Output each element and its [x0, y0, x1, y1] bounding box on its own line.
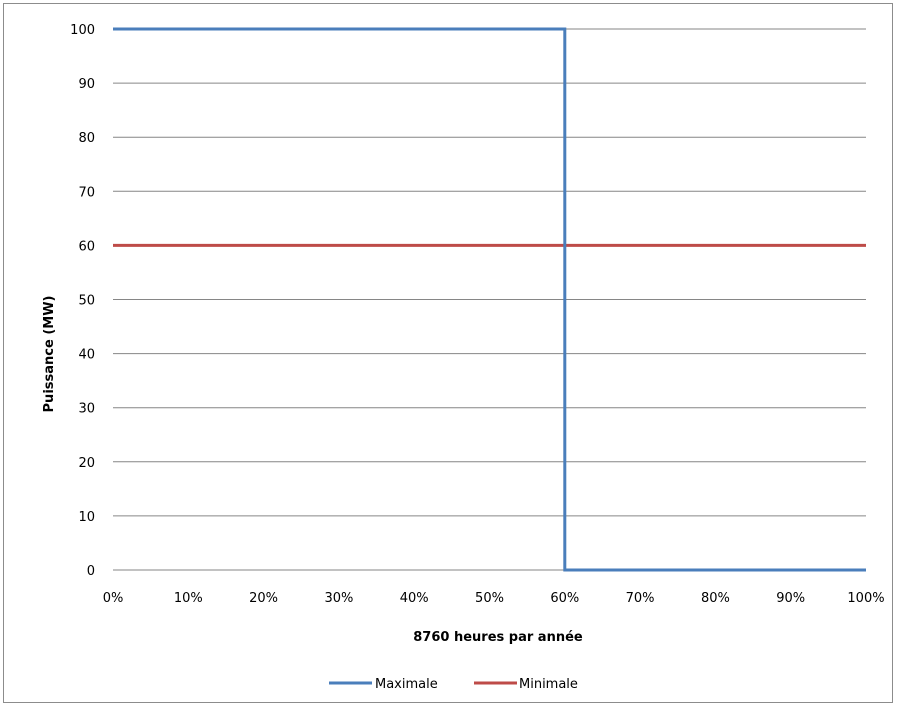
- x-tick-label: 90%: [776, 591, 805, 606]
- series-lines: [113, 27, 866, 572]
- y-tick-label: 30: [78, 402, 95, 417]
- y-tick-label: 80: [78, 131, 95, 146]
- y-tick-label: 20: [78, 456, 95, 471]
- x-tick-label: 50%: [475, 591, 504, 606]
- y-tick-label: 10: [78, 510, 95, 525]
- x-tick-label: 0%: [103, 591, 124, 606]
- y-tick-label: 90: [78, 77, 95, 92]
- y-tick-label: 50: [78, 294, 95, 309]
- x-tick-label: 20%: [249, 591, 278, 606]
- y-tick-labels: 0 10 20 30 40 50 60 70 80 90 100: [70, 23, 95, 579]
- legend-label-minimale: Minimale: [519, 677, 578, 692]
- chart-frame: [3, 3, 893, 703]
- x-tick-labels: 0% 10% 20% 30% 40% 50% 60% 70% 80% 90% 100%: [103, 591, 885, 606]
- series-line-maximale: [113, 27, 866, 572]
- y-tick-label: 40: [78, 348, 95, 363]
- x-tick-label: 60%: [550, 591, 579, 606]
- x-axis-title: 8760 heures par année: [413, 630, 583, 645]
- legend-label-maximale: Maximale: [375, 677, 438, 692]
- x-tick-label: 100%: [847, 591, 884, 606]
- x-tick-label: 30%: [324, 591, 353, 606]
- x-tick-label: 70%: [626, 591, 655, 606]
- y-tick-label: 0: [87, 564, 95, 579]
- grid-lines: [113, 28, 866, 571]
- x-tick-label: 80%: [701, 591, 730, 606]
- y-axis-title: Puissance (MW): [42, 296, 57, 413]
- y-tick-label: 100: [70, 23, 95, 38]
- y-tick-label: 60: [78, 239, 95, 254]
- y-tick-label: 70: [78, 185, 95, 200]
- legend: Maximale Minimale: [329, 677, 578, 692]
- x-tick-label: 40%: [400, 591, 429, 606]
- x-tick-label: 10%: [174, 591, 203, 606]
